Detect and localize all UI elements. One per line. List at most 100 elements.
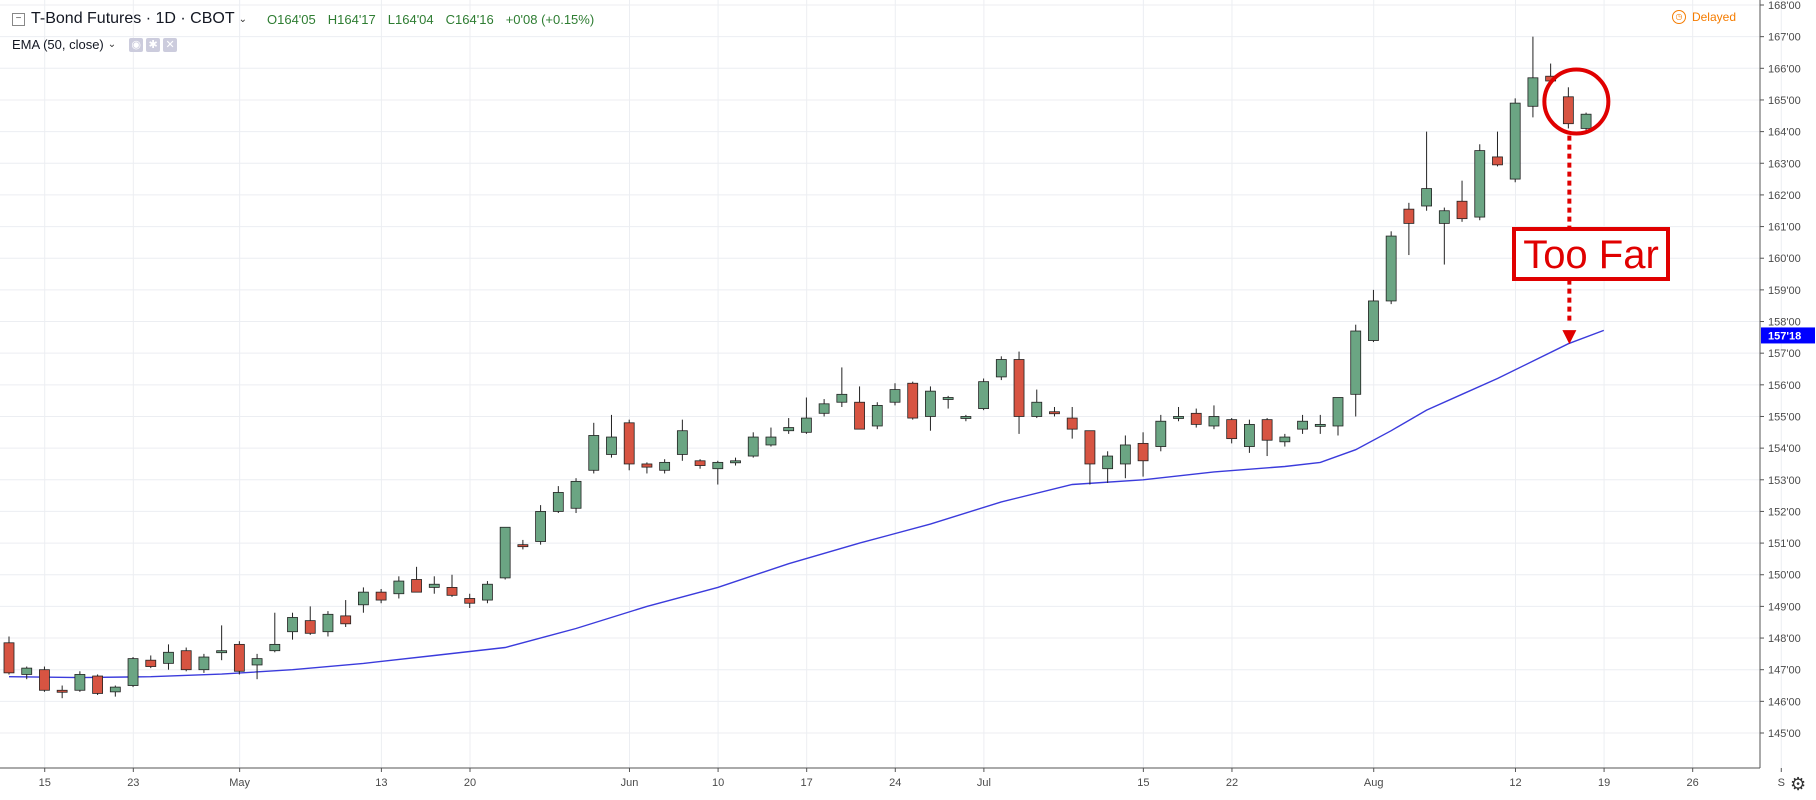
candle-body[interactable]: [482, 583, 493, 601]
candle-body[interactable]: [854, 401, 865, 430]
candle-body[interactable]: [1297, 420, 1308, 430]
candle-body[interactable]: [322, 613, 334, 633]
candle-body[interactable]: [269, 643, 281, 652]
candle-body[interactable]: [499, 526, 511, 579]
candle-body[interactable]: [287, 617, 298, 633]
candle-body[interactable]: [74, 674, 86, 691]
candle-body[interactable]: [198, 656, 210, 671]
candle-body[interactable]: [180, 650, 192, 671]
candle-body[interactable]: [233, 643, 245, 672]
candle-body[interactable]: [3, 642, 15, 674]
gear-icon[interactable]: ✱: [146, 37, 161, 52]
candle-body[interactable]: [251, 658, 263, 666]
candle-body[interactable]: [1509, 102, 1521, 180]
candle-body[interactable]: [92, 675, 103, 694]
candle-body[interactable]: [712, 461, 724, 470]
candle-body[interactable]: [1244, 423, 1255, 447]
price-tick-label: 163'00: [1768, 158, 1801, 170]
candle-body[interactable]: [765, 436, 777, 446]
candle-body[interactable]: [871, 404, 883, 427]
candle-body[interactable]: [1066, 417, 1078, 430]
candle-body[interactable]: [163, 651, 174, 664]
candle-body[interactable]: [1403, 208, 1415, 224]
chevron-down-icon[interactable]: ⌄: [238, 13, 247, 25]
candle-body[interactable]: [340, 615, 352, 625]
candle-body[interactable]: [1119, 444, 1131, 465]
settings-gear-icon[interactable]: ⚙: [1790, 774, 1806, 794]
candle-body[interactable]: [535, 511, 546, 542]
candle-body[interactable]: [1474, 150, 1486, 218]
candle-body[interactable]: [606, 436, 617, 455]
candle-body[interactable]: [1208, 416, 1220, 427]
candle-body[interactable]: [1261, 419, 1273, 441]
candle-body[interactable]: [783, 427, 795, 432]
candle-body[interactable]: [747, 436, 759, 457]
candle-body[interactable]: [464, 598, 476, 604]
candle-body[interactable]: [995, 359, 1007, 378]
candle-body[interactable]: [1137, 442, 1149, 462]
candle-body[interactable]: [889, 389, 901, 403]
candle-body[interactable]: [411, 579, 422, 593]
candle-body[interactable]: [1385, 235, 1397, 302]
candle-body[interactable]: [446, 587, 458, 596]
candle-body[interactable]: [216, 650, 228, 654]
candle-body[interactable]: [978, 381, 989, 409]
candle-body[interactable]: [623, 422, 635, 465]
candle-body[interactable]: [1155, 420, 1167, 447]
candle-body[interactable]: [1456, 200, 1468, 220]
candle-body[interactable]: [925, 390, 936, 417]
candle-body[interactable]: [393, 580, 405, 595]
candle-body[interactable]: [1438, 210, 1450, 224]
candle-body[interactable]: [375, 591, 387, 601]
candle-body[interactable]: [1580, 113, 1592, 129]
candle-body[interactable]: [659, 461, 671, 471]
candle-body[interactable]: [1102, 455, 1114, 470]
candle-body[interactable]: [357, 591, 369, 606]
candle-body[interactable]: [517, 544, 529, 548]
candle-body[interactable]: [942, 397, 954, 400]
candle-body[interactable]: [1013, 359, 1025, 417]
candle-body[interactable]: [1049, 411, 1060, 415]
candle-body[interactable]: [1421, 188, 1432, 207]
candle-body[interactable]: [1190, 412, 1202, 425]
candle-body[interactable]: [21, 667, 33, 675]
candle-body[interactable]: [1173, 416, 1184, 419]
candle-body[interactable]: [907, 382, 919, 419]
candle-body[interactable]: [1279, 436, 1291, 443]
indicator-label[interactable]: EMA (50, close): [12, 37, 104, 52]
eye-icon[interactable]: ◉: [129, 37, 144, 52]
candle-body[interactable]: [109, 686, 121, 693]
close-icon[interactable]: ✕: [163, 37, 178, 52]
candle-body[interactable]: [818, 403, 830, 414]
candle-body[interactable]: [960, 416, 972, 419]
symbol-title[interactable]: T-Bond Futures · 1D · CBOT: [31, 10, 235, 27]
indicator-chevron-icon[interactable]: ⌄: [107, 39, 117, 50]
candle-body[interactable]: [801, 417, 812, 433]
candle-body[interactable]: [56, 689, 68, 693]
candle-body[interactable]: [552, 492, 564, 512]
candle-body[interactable]: [1031, 401, 1043, 417]
candle-body[interactable]: [694, 460, 706, 466]
candle-body[interactable]: [127, 658, 139, 686]
candle-body[interactable]: [1350, 330, 1362, 395]
collapse-icon[interactable]: −: [12, 12, 25, 26]
candle-body[interactable]: [570, 480, 582, 509]
candle-body[interactable]: [1562, 96, 1574, 125]
candle-body[interactable]: [1314, 423, 1326, 427]
candle-body[interactable]: [39, 669, 50, 691]
candle-body[interactable]: [304, 620, 316, 634]
candle-body[interactable]: [641, 463, 653, 468]
candle-body[interactable]: [588, 435, 600, 471]
candle-body[interactable]: [1527, 77, 1539, 107]
candle-body[interactable]: [730, 460, 741, 464]
candle-body[interactable]: [1492, 156, 1503, 166]
candle-body[interactable]: [145, 659, 157, 667]
candle-body[interactable]: [836, 393, 848, 403]
candle-body[interactable]: [1368, 300, 1379, 341]
candle-body[interactable]: [676, 430, 688, 455]
candle-body[interactable]: [1226, 419, 1238, 440]
candle-body[interactable]: [1332, 397, 1344, 427]
candle-body[interactable]: [428, 583, 440, 588]
candle-body[interactable]: [1084, 430, 1096, 465]
